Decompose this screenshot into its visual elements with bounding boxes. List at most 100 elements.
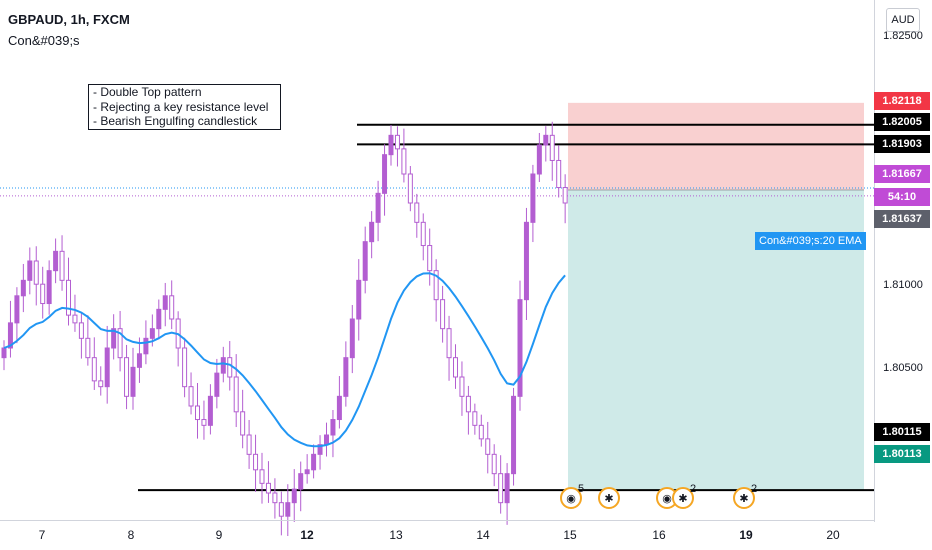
candle-body: [117, 328, 123, 359]
candle-body: [420, 221, 426, 247]
candle-body: [111, 328, 117, 349]
candle-body: [517, 299, 523, 397]
candle-body: [143, 337, 149, 355]
note-line: - Rejecting a key resistance level: [93, 99, 269, 114]
candle-body: [130, 366, 136, 397]
candle-body: [124, 357, 130, 397]
event-flag-icon[interactable]: ✱: [672, 487, 694, 509]
candle-body: [562, 187, 568, 204]
candle-body: [78, 322, 84, 339]
x-tick: 19: [739, 528, 753, 542]
candle-body: [149, 328, 155, 339]
event-flag-icon[interactable]: ✱: [598, 487, 620, 509]
candle-body: [182, 347, 188, 388]
axis-tick: 1.82500: [883, 30, 923, 42]
stop-loss-zone: [568, 102, 864, 191]
candle-body: [472, 411, 478, 426]
candle-body: [349, 318, 355, 359]
candle-body: [491, 453, 497, 475]
x-tick: 9: [215, 528, 223, 542]
x-tick: 20: [826, 528, 840, 542]
candle-body: [259, 469, 265, 484]
price-tag-support: 1.80115: [874, 423, 930, 441]
candle-body: [536, 144, 542, 175]
candle-body: [394, 134, 400, 150]
candle-body: [169, 295, 175, 320]
candle-body: [498, 473, 504, 504]
candle-body: [453, 357, 458, 378]
candle-body: [530, 173, 536, 223]
price-tag-stop: 1.82118: [874, 92, 930, 110]
candle-body: [72, 314, 78, 324]
price-axis[interactable]: [874, 0, 932, 522]
candle-body: [1, 347, 7, 359]
candle-body: [317, 444, 323, 455]
ema-label[interactable]: Con&#039;s:20 EMA: [755, 232, 866, 250]
candle-body: [291, 488, 297, 504]
candle-body: [66, 279, 71, 316]
candle-body: [336, 395, 342, 421]
candle-body: [104, 347, 110, 388]
candle-body: [549, 134, 555, 161]
candle-body: [14, 295, 20, 324]
candle-body: [356, 279, 362, 320]
candle-body: [265, 482, 271, 494]
x-tick: 8: [127, 528, 135, 542]
symbol-title: GBPAUD, 1h, FXCM: [8, 12, 130, 27]
candle-body: [253, 453, 259, 471]
x-tick: 13: [389, 528, 403, 542]
candle-body: [543, 134, 549, 146]
candle-body: [298, 473, 304, 490]
candle-body: [446, 328, 452, 359]
x-tick: 15: [563, 528, 577, 542]
candle-body: [440, 299, 446, 330]
candle-body: [233, 376, 239, 413]
price-tag-last: 1.81637: [874, 210, 930, 228]
event-count: 2: [690, 483, 697, 495]
candle-body: [330, 419, 336, 436]
candle-body: [414, 202, 420, 223]
candle-body: [162, 295, 168, 310]
candle-body: [195, 405, 200, 421]
x-tick: 7: [38, 528, 46, 542]
currency-selector[interactable]: AUD: [886, 8, 920, 32]
candle-body: [227, 357, 233, 378]
note-line: - Double Top pattern: [93, 85, 202, 99]
candle-body: [511, 395, 517, 475]
candle-body: [27, 260, 33, 281]
price-tag-level: 1.81903: [874, 135, 930, 153]
candle-body: [285, 502, 291, 517]
candle-body: [207, 395, 213, 426]
candle-body: [59, 250, 65, 281]
candle-body: [523, 221, 529, 301]
candle-body: [311, 453, 317, 471]
candle-body: [465, 395, 471, 413]
candle-body: [556, 159, 562, 189]
candle-body: [7, 322, 13, 349]
candle-body: [20, 279, 26, 297]
indicator-title[interactable]: Con&#039;s: [8, 33, 80, 48]
candle-body: [40, 283, 46, 305]
candle-body: [156, 308, 162, 330]
candle-body: [459, 376, 465, 397]
candle-body: [188, 386, 194, 407]
note-line: - Bearish Engulfing candlestick: [93, 114, 258, 128]
event-flag-icon[interactable]: ◉: [560, 487, 582, 509]
price-tag-target: 1.80113: [874, 445, 930, 463]
analysis-note-box[interactable]: - Double Top pattern - Rejecting a key r…: [88, 84, 281, 130]
event-flag-icon[interactable]: ✱: [733, 487, 755, 509]
candle-body: [407, 173, 413, 204]
price-tag-level: 1.82005: [874, 113, 930, 131]
candle-body: [433, 270, 439, 301]
candle-body: [214, 372, 220, 397]
candle-body: [324, 434, 329, 446]
candles: [1, 121, 568, 537]
candle-body: [240, 411, 246, 436]
candle-body: [98, 380, 104, 388]
countdown-tag: 54:10: [874, 188, 930, 206]
ema-line: [3, 272, 566, 448]
candle-body: [478, 424, 484, 440]
candle-body: [343, 357, 349, 397]
axis-tick: 1.81000: [883, 279, 923, 291]
